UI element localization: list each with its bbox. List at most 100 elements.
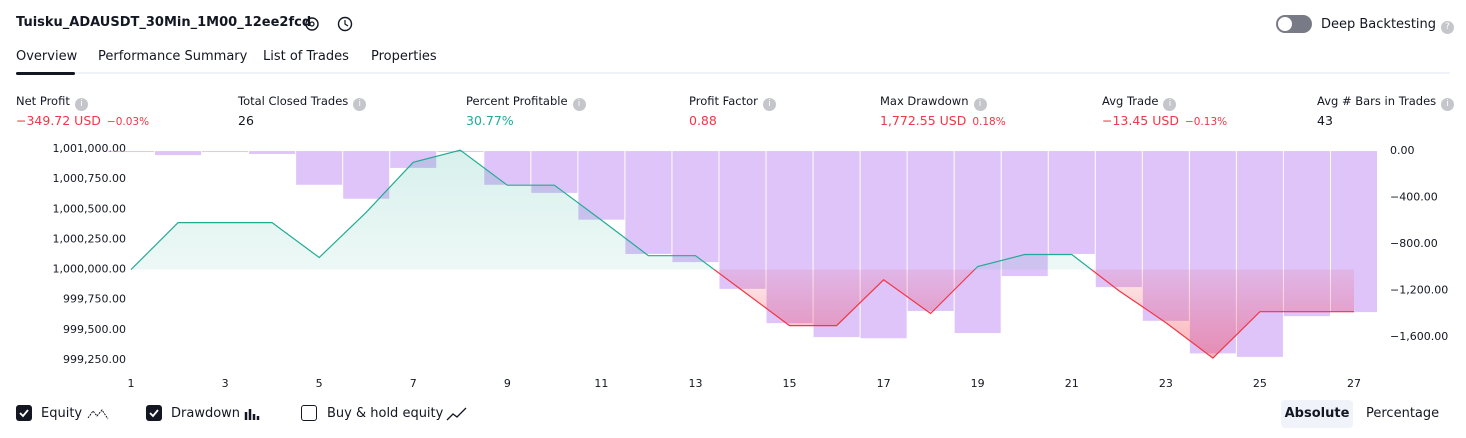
drawdown-bar	[954, 151, 1001, 334]
metric-value: 43	[1317, 113, 1333, 128]
metric-value-text: 26	[238, 113, 254, 128]
metric-label-text: Avg Trade	[1102, 94, 1159, 108]
metric-label-text: Percent Profitable	[466, 94, 568, 108]
drawdown-bar	[860, 151, 907, 339]
metric-value: −349.72 USD −0.03%	[16, 113, 149, 128]
x-tick-label: 27	[1347, 377, 1361, 390]
x-tick-label: 17	[877, 377, 891, 390]
metric-label: Net Profit i	[16, 94, 88, 111]
metric-pct: −0.13%	[1184, 116, 1228, 128]
metric-value-text: −13.45 USD	[1102, 113, 1179, 128]
deep-label: Deep Backtesting?	[1321, 17, 1455, 34]
tab[interactable]: Overview	[16, 49, 78, 64]
deep-text: Deep Backtesting	[1321, 17, 1437, 32]
y-tick-label: 1,000,750.00	[53, 172, 126, 185]
metric-pct: −0.03%	[106, 116, 150, 128]
checkbox[interactable]	[16, 405, 32, 421]
metric-value: 26	[238, 113, 254, 128]
checkbox[interactable]	[146, 405, 162, 421]
y2-tick-label: −400.00	[1390, 191, 1438, 204]
mode-absolute[interactable]: Absolute	[1281, 400, 1353, 428]
drawdown-bar	[1095, 151, 1142, 288]
y-tick-label: 1,000,000.00	[53, 263, 126, 276]
equity-line	[130, 149, 1354, 359]
legend-label: Equity	[41, 406, 83, 421]
metric-label-text: Profit Factor	[689, 94, 758, 108]
x-tick-label: 23	[1159, 377, 1173, 390]
metric-label: Avg # Bars in Trades i	[1317, 94, 1455, 111]
y2-tick-label: −1,600.00	[1390, 330, 1448, 343]
drawdown-bar	[202, 151, 249, 153]
drawdown-bar	[672, 151, 719, 263]
mode-percentage[interactable]: Percentage	[1366, 406, 1440, 421]
y-tick-label: 1,000,250.00	[53, 232, 126, 245]
metric-pct: 0.18%	[972, 116, 1006, 128]
metric-value-text: 30.77%	[466, 113, 514, 128]
info-icon: i	[973, 98, 987, 111]
drawdown-bar	[343, 151, 390, 199]
y-tick-label: 999,750.00	[63, 293, 126, 306]
metric-label-text: Net Profit	[16, 94, 70, 108]
checkbox[interactable]	[301, 405, 317, 421]
tab[interactable]: Performance Summary	[98, 49, 248, 64]
x-tick-label: 13	[688, 377, 702, 390]
metric-label: Total Closed Trades i	[238, 94, 367, 111]
x-tick-label: 25	[1253, 377, 1267, 390]
metric-label-text: Avg # Bars in Trades	[1317, 94, 1437, 108]
y2-tick-label: 0.00	[1390, 144, 1415, 157]
y-tick-label: 999,500.00	[63, 323, 126, 336]
x-tick-label: 3	[222, 377, 229, 390]
drawdown-bar	[108, 151, 155, 153]
x-tick-label: 1	[128, 377, 135, 390]
info-icon: i	[762, 98, 776, 111]
drawdown-bar	[155, 151, 202, 156]
x-tick-label: 19	[971, 377, 985, 390]
x-tick-label: 5	[316, 377, 323, 390]
metric-value: 30.77%	[466, 113, 514, 128]
metric-value: 1,772.55 USD 0.18%	[880, 113, 1006, 128]
metric-label: Max Drawdown i	[880, 94, 987, 111]
drawdown-bar	[625, 151, 672, 254]
drawdown-bar	[719, 151, 766, 289]
metric-value-text: −349.72 USD	[16, 113, 101, 128]
y2-tick-label: −800.00	[1390, 237, 1438, 250]
info-icon: i	[353, 98, 367, 111]
metric-value-text: 1,772.55 USD	[880, 113, 967, 128]
y-tick-label: 999,250.00	[63, 353, 126, 366]
tab-rule	[16, 72, 1450, 74]
metric-label-text: Max Drawdown	[880, 94, 969, 108]
title-icons[interactable]	[303, 14, 363, 34]
metric-label-text: Total Closed Trades	[238, 94, 349, 108]
tab[interactable]: Properties	[371, 49, 437, 64]
metric-label: Avg Trade i	[1102, 94, 1177, 111]
legend-icons	[0, 400, 480, 434]
drawdown-bar	[296, 151, 343, 185]
tab[interactable]: List of Trades	[263, 49, 349, 64]
y-tick-label: 1,001,000.00	[53, 142, 126, 155]
metric-value-text: 0.88	[689, 113, 717, 128]
metric-label: Percent Profitable i	[466, 94, 586, 111]
info-icon: i	[1441, 98, 1455, 111]
x-tick-label: 21	[1065, 377, 1079, 390]
info-icon: i	[572, 98, 586, 111]
metric-value-text: 43	[1317, 113, 1333, 128]
y-tick-label: 1,000,500.00	[53, 202, 126, 215]
deep-toggle[interactable]	[1276, 15, 1312, 33]
strategy-title: Tuisku_ADAUSDT_30Min_1M00_12ee2fcd	[16, 15, 312, 30]
info-icon: i	[74, 98, 88, 111]
drawdown-bar	[249, 151, 296, 154]
x-tick-label: 7	[410, 377, 417, 390]
y2-tick-label: −1,200.00	[1390, 284, 1448, 297]
metric-value: 0.88	[689, 113, 717, 128]
x-tick-label: 15	[783, 377, 797, 390]
drawdown-bar	[1048, 151, 1095, 254]
metric-value: −13.45 USD −0.13%	[1102, 113, 1227, 128]
equity-area	[131, 150, 1354, 359]
info-icon: i	[1163, 98, 1177, 111]
metric-label: Profit Factor i	[689, 94, 776, 111]
tab-underline	[16, 72, 75, 75]
chart: 1,001,000.00 1,000,750.00 1,000,500.00 1,00…	[53, 142, 1449, 390]
x-tick-label: 9	[504, 377, 511, 390]
legend-label: Buy & hold equity	[327, 406, 444, 421]
